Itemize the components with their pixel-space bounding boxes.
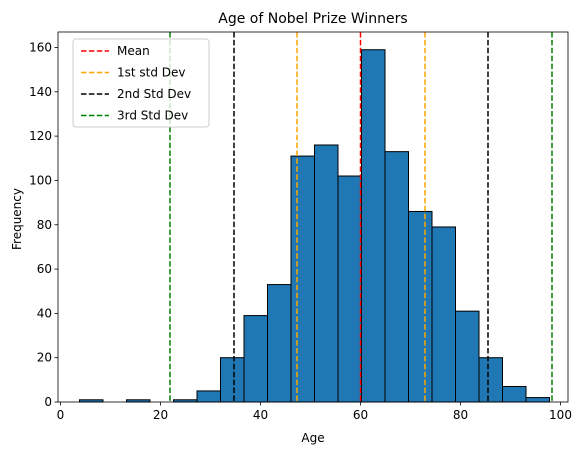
histogram-bar <box>290 155 315 403</box>
x-tick-label: 20 <box>153 408 168 422</box>
chart-title: Age of Nobel Prize Winners <box>218 11 407 27</box>
histogram-bar <box>196 390 221 403</box>
x-tick-label: 40 <box>253 408 268 422</box>
legend-box <box>72 38 210 128</box>
bars-group <box>79 49 550 403</box>
x-tick-label: 0 <box>57 408 65 422</box>
legend-entry-label: 2nd Std Dev <box>117 87 191 101</box>
histogram-bar <box>408 210 433 403</box>
histogram-bar <box>431 226 456 403</box>
legend: Mean 1st std Dev 2nd Std Dev 3rd Std Dev <box>72 38 210 128</box>
legend-entry-label: Mean <box>117 44 150 58</box>
axes-group: 0 20 40 60 80 100 0 20 40 60 80 100 120 140 160 <box>29 31 572 422</box>
histogram-bar <box>525 397 550 403</box>
histogram-bar <box>502 385 527 403</box>
legend-entry-label: 3rd Std Dev <box>117 109 188 123</box>
histogram-bar <box>361 49 386 403</box>
legend-entry-label: 1st std Dev <box>117 66 186 80</box>
histogram-bar <box>243 315 268 403</box>
y-tick-label: 60 <box>37 262 52 276</box>
plot-frame <box>57 31 569 403</box>
x-axis-label: Age <box>301 431 324 445</box>
x-tick-label: 80 <box>453 408 468 422</box>
y-tick-label: 0 <box>44 395 52 409</box>
y-tick-label: 160 <box>29 41 52 55</box>
reference-lines-group <box>169 32 553 402</box>
x-tick-label: 100 <box>549 408 572 422</box>
histogram-bar <box>478 357 503 403</box>
histogram-bar <box>384 151 409 403</box>
y-tick-label: 120 <box>29 129 52 143</box>
y-tick-label: 20 <box>37 351 52 365</box>
y-tick-label: 100 <box>29 173 52 187</box>
histogram-bar <box>267 284 292 403</box>
x-tick-label: 60 <box>353 408 368 422</box>
y-tick-label: 40 <box>37 306 52 320</box>
histogram-bar <box>314 144 339 403</box>
histogram-bar <box>220 357 245 403</box>
y-tick-label: 80 <box>37 218 52 232</box>
y-tick-label: 140 <box>29 85 52 99</box>
histogram-bar <box>337 175 362 403</box>
y-axis-label: Frequency <box>10 188 24 250</box>
histogram-bar <box>455 310 480 403</box>
